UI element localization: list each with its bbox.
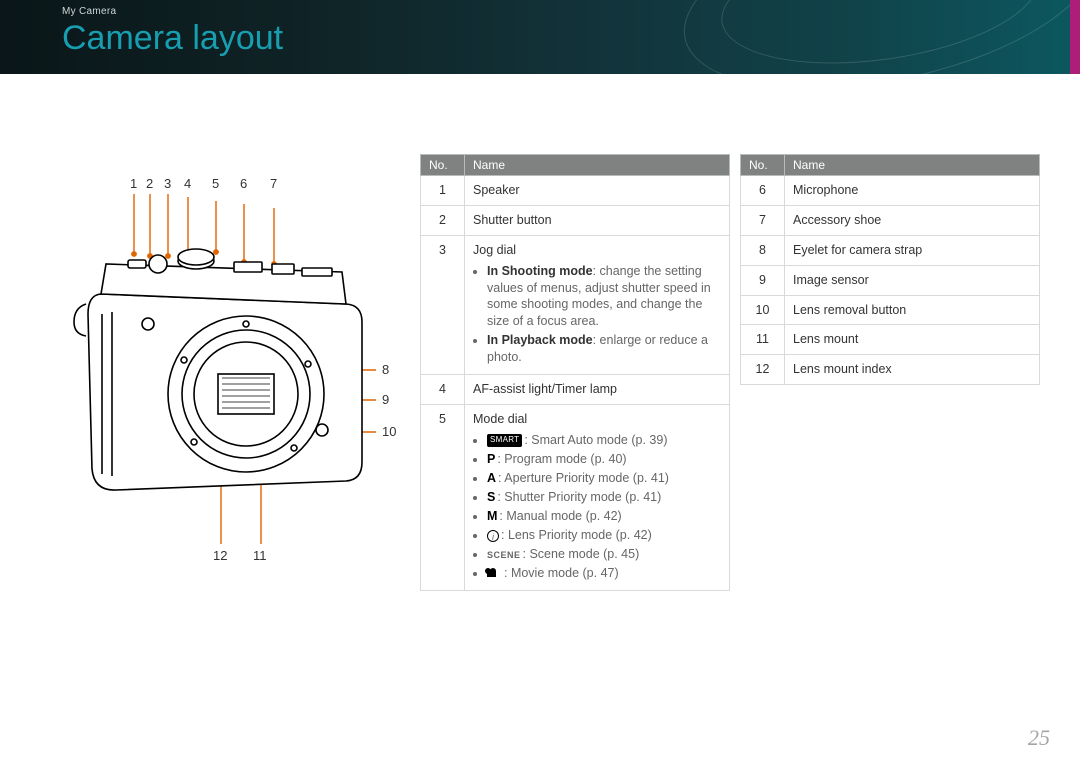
cell-name: Shutter button (465, 205, 730, 235)
page-number: 25 (1028, 725, 1050, 751)
cell-no: 11 (741, 325, 785, 355)
table-row: 2Shutter button (421, 205, 730, 235)
col-no: No. (741, 155, 785, 176)
parts-table-left: No. Name 1Speaker2Shutter button3Jog dia… (420, 154, 730, 591)
callout-number: 10 (382, 424, 396, 439)
cell-name: Lens mount index (785, 355, 1040, 385)
table-row: 1Speaker (421, 176, 730, 206)
table-row: 5Mode dialSMART: Smart Auto mode (p. 39)… (421, 404, 730, 590)
callout-number: 3 (164, 176, 171, 191)
table-row: 9Image sensor (741, 265, 1040, 295)
callout-number: 8 (382, 362, 389, 377)
cell-name: Jog dialIn Shooting mode: change the set… (465, 235, 730, 374)
cell-no: 3 (421, 235, 465, 374)
cell-name: Speaker (465, 176, 730, 206)
callout-number: 2 (146, 176, 153, 191)
table-row: 6Microphone (741, 176, 1040, 206)
camera-svg (46, 164, 406, 584)
table-row: 8Eyelet for camera strap (741, 235, 1040, 265)
cell-name: Eyelet for camera strap (785, 235, 1040, 265)
page-content: 123456789101211 No. Name 1Speaker2Shutte… (0, 74, 1080, 765)
callout-number: 6 (240, 176, 247, 191)
cell-no: 9 (741, 265, 785, 295)
table-row: 7Accessory shoe (741, 205, 1040, 235)
cell-no: 7 (741, 205, 785, 235)
table-row: 4AF-assist light/Timer lamp (421, 374, 730, 404)
callout-number: 4 (184, 176, 191, 191)
table-row: 3Jog dialIn Shooting mode: change the se… (421, 235, 730, 374)
cell-no: 5 (421, 404, 465, 590)
cell-name: Microphone (785, 176, 1040, 206)
col-no: No. (421, 155, 465, 176)
cell-name: Mode dialSMART: Smart Auto mode (p. 39)P… (465, 404, 730, 590)
cell-no: 4 (421, 374, 465, 404)
col-name: Name (785, 155, 1040, 176)
cell-name: Image sensor (785, 265, 1040, 295)
cell-no: 12 (741, 355, 785, 385)
cell-no: 1 (421, 176, 465, 206)
cell-no: 2 (421, 205, 465, 235)
camera-diagram: 123456789101211 (46, 164, 406, 584)
col-name: Name (465, 155, 730, 176)
cell-name: AF-assist light/Timer lamp (465, 374, 730, 404)
cell-name: Lens removal button (785, 295, 1040, 325)
cell-name: Accessory shoe (785, 205, 1040, 235)
callout-number: 7 (270, 176, 277, 191)
callout-number: 12 (213, 548, 227, 563)
cell-no: 6 (741, 176, 785, 206)
table-row: 11Lens mount (741, 325, 1040, 355)
callout-number: 1 (130, 176, 137, 191)
table-row: 10Lens removal button (741, 295, 1040, 325)
parts-table-right: No. Name 6Microphone7Accessory shoe8Eyel… (740, 154, 1040, 385)
cell-no: 10 (741, 295, 785, 325)
callout-number: 9 (382, 392, 389, 407)
callout-number: 5 (212, 176, 219, 191)
callout-number: 11 (253, 548, 267, 563)
cell-no: 8 (741, 235, 785, 265)
cell-name: Lens mount (785, 325, 1040, 355)
header-bar: My Camera Camera layout (0, 0, 1080, 74)
table-row: 12Lens mount index (741, 355, 1040, 385)
